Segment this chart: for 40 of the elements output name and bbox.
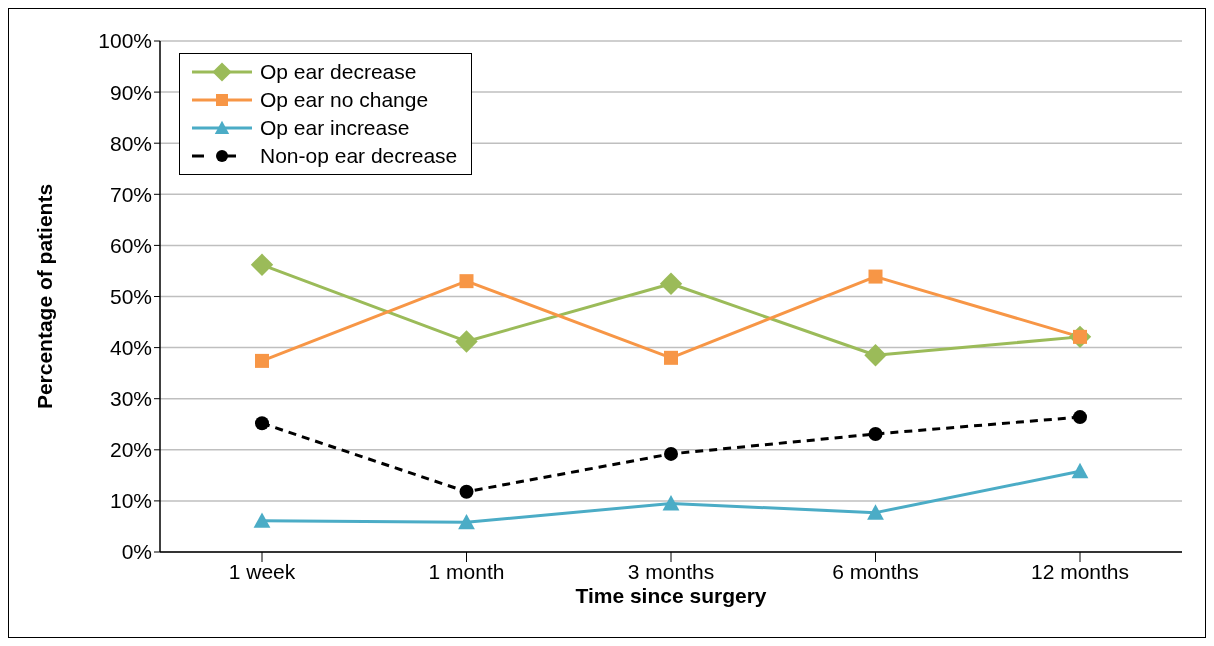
legend-label: Non-op ear decrease xyxy=(260,144,458,168)
x-tick-label: 1 week xyxy=(228,559,296,583)
x-axis-title: Time since surgery xyxy=(575,584,767,607)
x-tick-label: 3 months xyxy=(627,559,715,583)
y-tick-label: 20% xyxy=(109,438,152,462)
y-tick-label: 70% xyxy=(109,182,152,206)
point xyxy=(255,416,269,431)
point xyxy=(664,446,678,461)
point xyxy=(459,274,474,289)
point xyxy=(662,495,680,511)
y-axis-title: Percentage of patients xyxy=(33,183,57,410)
x-tick-label: 6 months xyxy=(832,559,919,583)
legend-label: Op ear increase xyxy=(260,116,410,140)
y-tick-label: 40% xyxy=(109,336,152,360)
point xyxy=(250,253,274,277)
point xyxy=(255,353,269,368)
point xyxy=(253,512,271,528)
y-tick-label: 90% xyxy=(109,80,152,104)
point xyxy=(868,269,883,284)
point xyxy=(1073,410,1087,425)
point xyxy=(664,350,678,365)
y-tick-label: 30% xyxy=(109,387,152,411)
y-tick-label: 0% xyxy=(121,540,152,564)
y-tick-label: 50% xyxy=(109,284,152,308)
point xyxy=(864,344,887,367)
point xyxy=(867,504,884,520)
point xyxy=(659,272,683,295)
y-tick-label: 80% xyxy=(109,131,152,155)
point xyxy=(1071,462,1089,479)
x-tick-label: 1 month xyxy=(428,559,505,583)
legend-label: Op ear decrease xyxy=(260,60,417,84)
point xyxy=(458,513,475,530)
y-tick-label: 10% xyxy=(109,489,152,513)
point xyxy=(455,330,478,353)
point xyxy=(459,484,474,499)
legend-label: Op ear no change xyxy=(260,88,429,112)
x-tick-label: 12 months xyxy=(1030,559,1130,583)
y-tick-label: 100% xyxy=(98,29,152,53)
point xyxy=(868,426,883,441)
y-tick-label: 60% xyxy=(109,233,152,257)
